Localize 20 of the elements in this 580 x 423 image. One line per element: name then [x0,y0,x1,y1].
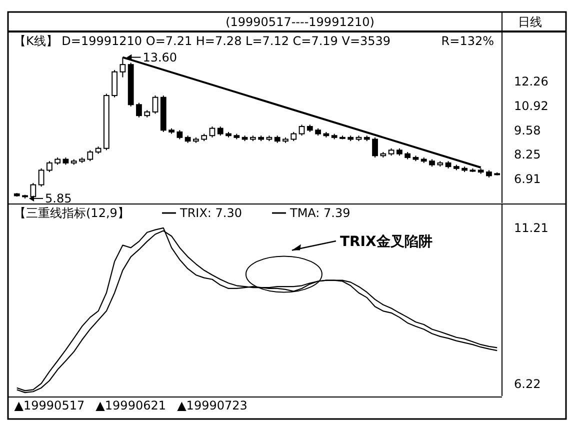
x-tick-label: ▲19990723 [177,398,248,413]
text: R=132% [441,34,494,48]
annotation: 5.85 [45,191,72,206]
annotation: 13.60 [142,50,178,64]
x-tick-label: ▲19990517 [14,398,85,413]
y-tick-label: 12.26 [514,74,548,89]
chart-title: 【K线】 D=19991210 O=7.21 H=7.28 L=7.12 C=7.19 V=3539 [14,34,391,48]
legend-label: TMA: 7.39 [289,206,350,220]
y-tick-label: 6.22 [514,377,541,392]
y-tick-label: 10.92 [514,98,548,113]
y-tick-label: 6.91 [514,172,541,186]
y-tick-label: 8.25 [514,148,541,162]
y-tick-label: 9.58 [514,123,541,138]
text: (19990517----19991210) [226,15,374,29]
y-tick-label: 11.21 [514,220,548,235]
chart-title: 【三重线指标(12,9】 [14,206,130,220]
legend-label: TRIX: 7.30 [179,206,242,220]
annotation: TRIX金叉陷阱 [340,234,432,250]
text: 日线 [518,15,542,29]
x-tick-label: ▲19990621 [96,398,166,413]
